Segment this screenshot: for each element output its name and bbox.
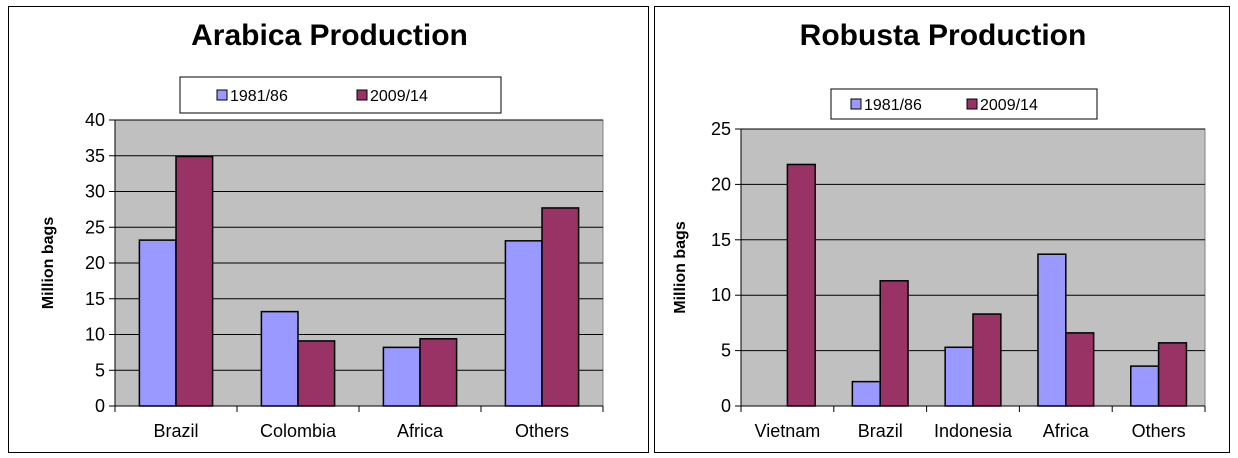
bar-2009-14-vietnam [786,163,816,407]
legend-swatch-1 [216,89,228,101]
bar-2009-14-africa [1065,332,1095,407]
legend-label-1: 1981/86 [864,97,922,114]
x-tick-label: Others [1132,421,1186,441]
legend-label-2: 2009/14 [370,88,428,105]
chart-title: Arabica Production [191,19,468,52]
bar-2009-14-indonesia [972,313,1002,407]
x-tick-label: Africa [1043,421,1090,441]
robusta-chart: Robusta Production 1981/86 2009/14 0 5 10 15 20… [672,19,1206,441]
y-tick-label: 10 [711,285,731,305]
bar-1981-86-colombia [260,310,299,407]
y-tick-label: 0 [721,396,731,416]
arabica-chart: Arabica Production 1981/86 2009/14 0 5 10 15 20… [40,19,604,441]
y-tick-label: 15 [85,289,105,309]
x-tick-label: Others [515,421,569,441]
bar-2009-14-africa [419,338,458,407]
x-tick-label: Vietnam [755,421,821,441]
y-tick-label: 20 [85,253,105,273]
robusta-chart-panel: Robusta Production 1981/86 2009/14 0 5 10 15 20… [654,6,1230,453]
bar-1981-86-others [1130,365,1160,407]
y-tick-label: 0 [95,396,105,416]
y-tick-label: 25 [85,217,105,237]
x-tick-label: Africa [397,421,444,441]
y-tick-label: 5 [95,360,105,380]
bar-2009-14-others [1157,342,1188,407]
bar-1981-86-others [504,240,543,407]
legend-swatch-2 [356,89,368,101]
y-axis-label: Million bags [672,221,689,314]
bar-2009-14-others [541,207,580,407]
legend-swatch-2 [966,98,978,110]
y-axis-label: Million bags [40,217,57,310]
bar-1981-86-brazil [851,380,881,407]
chart-title: Robusta Production [800,19,1087,52]
x-tick-label: Indonesia [934,421,1013,441]
bar-2009-14-brazil [175,155,214,407]
legend-label-1: 1981/86 [230,88,288,105]
bar-2009-14-brazil [879,280,909,407]
x-tick-label: Brazil [858,421,903,441]
y-tick-label: 5 [721,341,731,361]
legend-swatch-1 [850,98,862,110]
y-tick-label: 15 [711,230,731,250]
y-tick-label: 35 [85,146,105,166]
bar-1981-86-africa [1037,253,1067,407]
arabica-chart-panel: Arabica Production 1981/86 2009/14 0 5 10 15 20… [8,6,649,453]
x-tick-label: Colombia [260,421,337,441]
legend-label-2: 2009/14 [980,97,1038,114]
y-tick-label: 25 [711,119,731,139]
legend-box [830,88,1098,120]
y-tick-label: 10 [85,325,105,345]
y-tick-label: 30 [85,182,105,202]
y-tick-label: 20 [711,174,731,194]
bar-2009-14-colombia [297,340,336,407]
legend-box [179,76,502,114]
y-tick-label: 40 [85,110,105,130]
bar-1981-86-indonesia [944,346,974,407]
bar-1981-86-africa [382,346,421,407]
x-tick-label: Brazil [153,421,198,441]
bar-1981-86-brazil [138,239,177,407]
